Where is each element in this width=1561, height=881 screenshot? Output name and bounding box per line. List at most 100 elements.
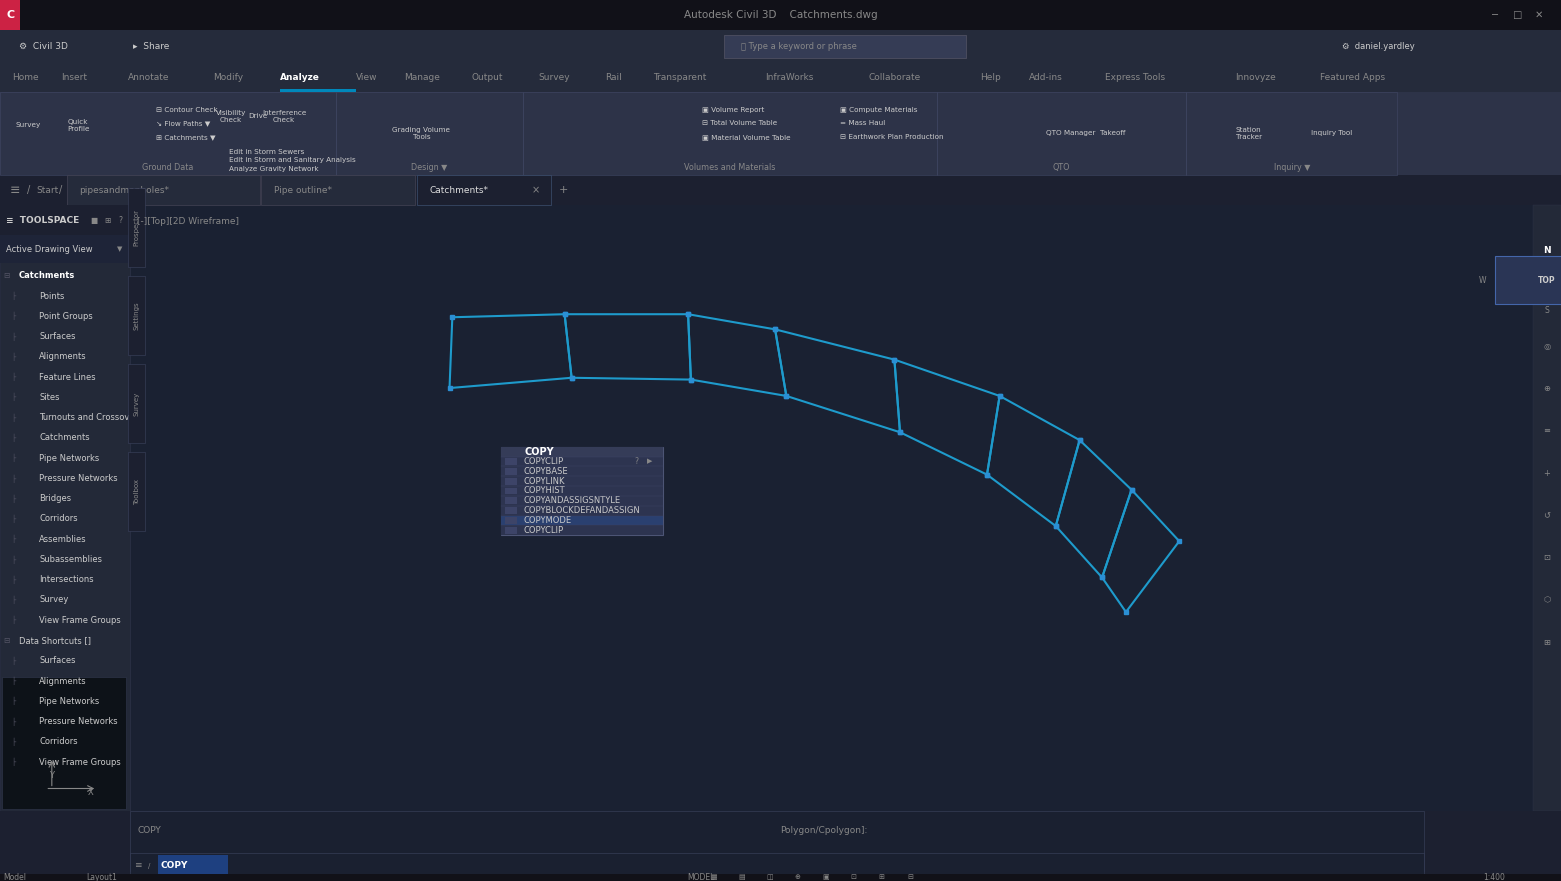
Text: COPYBLOCKDEFANDASSIGN: COPYBLOCKDEFANDASSIGN: [523, 506, 640, 515]
Text: N: N: [1544, 246, 1550, 255]
Text: ▣ Volume Report: ▣ Volume Report: [702, 107, 765, 113]
Text: COPYHIST: COPYHIST: [523, 486, 565, 495]
Text: Intersections: Intersections: [39, 575, 94, 584]
Text: ≡: ≡: [9, 184, 20, 196]
Text: Drive: Drive: [248, 114, 267, 119]
Text: Home: Home: [12, 73, 39, 82]
Bar: [128, 188, 145, 267]
Bar: [0, 30, 1561, 63]
Text: ├: ├: [11, 352, 16, 361]
Text: Grading Volume
Tools: Grading Volume Tools: [392, 127, 451, 140]
Bar: [501, 515, 663, 525]
Text: ▦: ▦: [710, 875, 716, 880]
Text: Inquiry Tool: Inquiry Tool: [1311, 130, 1352, 137]
Text: ◫: ◫: [766, 875, 773, 880]
Bar: [504, 527, 517, 534]
Bar: [279, 89, 356, 92]
Text: QTO Manager  Takeoff: QTO Manager Takeoff: [1046, 130, 1125, 137]
Bar: [130, 853, 1424, 878]
Text: Rail: Rail: [604, 73, 621, 82]
Text: 1:400: 1:400: [1483, 873, 1505, 881]
Text: Corridors: Corridors: [39, 515, 78, 523]
Text: Catchments: Catchments: [19, 271, 75, 280]
Text: ├: ├: [11, 373, 16, 381]
Text: ├: ├: [11, 656, 16, 665]
Text: ⊟: ⊟: [3, 636, 9, 645]
Text: ├: ├: [11, 433, 16, 442]
Text: Corridors: Corridors: [39, 737, 78, 746]
Text: ├: ├: [11, 413, 16, 422]
Text: Pressure Networks: Pressure Networks: [39, 717, 117, 726]
Text: ◎: ◎: [1544, 342, 1550, 351]
Text: Catchments: Catchments: [39, 433, 89, 442]
Text: ─: ─: [1489, 10, 1502, 20]
Text: ▸  Share: ▸ Share: [133, 42, 169, 51]
Text: Surfaces: Surfaces: [39, 332, 75, 341]
Text: Annotate: Annotate: [128, 73, 170, 82]
Bar: [1495, 255, 1561, 305]
Text: ├: ├: [11, 535, 16, 544]
Text: ├: ├: [11, 697, 16, 706]
Bar: [1533, 205, 1561, 811]
Text: Toolbox: Toolbox: [134, 478, 139, 505]
Text: ▼: ▼: [117, 247, 122, 252]
Text: ├: ├: [11, 596, 16, 604]
Text: ├: ├: [11, 515, 16, 523]
Bar: [1186, 92, 1397, 175]
Text: S: S: [1544, 306, 1550, 315]
Bar: [523, 92, 937, 175]
Text: ⊡: ⊡: [1544, 553, 1550, 562]
Text: Insert: Insert: [61, 73, 87, 82]
Text: ↺: ↺: [1544, 511, 1550, 520]
Bar: [937, 92, 1186, 175]
Text: Ground Data: Ground Data: [142, 163, 194, 172]
Text: Turnouts and Crossovers: Turnouts and Crossovers: [39, 413, 142, 422]
Text: Pipe Networks: Pipe Networks: [39, 454, 100, 463]
Text: Manage: Manage: [404, 73, 440, 82]
Text: Interference
Check: Interference Check: [262, 110, 306, 122]
Bar: [130, 811, 1424, 871]
Text: /: /: [148, 862, 151, 869]
Bar: [0, 0, 1561, 30]
Bar: [504, 458, 517, 465]
Text: ├: ├: [11, 616, 16, 625]
Text: ▣ Material Volume Table: ▣ Material Volume Table: [702, 134, 791, 140]
Text: QTO: QTO: [1052, 163, 1071, 172]
Text: Survey: Survey: [39, 596, 69, 604]
Bar: [501, 448, 663, 535]
Text: ├: ├: [11, 454, 16, 463]
Bar: [501, 456, 663, 466]
Bar: [0, 205, 130, 235]
Text: Prospector: Prospector: [134, 209, 139, 246]
Text: Layout1: Layout1: [86, 873, 117, 881]
Bar: [0, 205, 130, 811]
Text: Analyze Gravity Network: Analyze Gravity Network: [229, 166, 318, 172]
Text: View: View: [356, 73, 378, 82]
Text: Edit in Storm and Sanitary Analysis: Edit in Storm and Sanitary Analysis: [229, 157, 356, 163]
Bar: [130, 205, 1533, 811]
Bar: [158, 855, 228, 877]
Text: ├: ├: [11, 332, 16, 341]
Text: COPY: COPY: [524, 447, 554, 457]
Text: Surfaces: Surfaces: [39, 656, 75, 665]
Text: Output: Output: [471, 73, 503, 82]
Bar: [0, 63, 1561, 92]
Text: ⬡: ⬡: [1544, 596, 1550, 604]
Text: ▣ Compute Materials: ▣ Compute Materials: [840, 107, 918, 113]
Text: ├: ├: [11, 393, 16, 402]
Text: ✕: ✕: [1531, 10, 1547, 20]
Text: Polygon/Cpolygon]:: Polygon/Cpolygon]:: [780, 825, 868, 835]
Text: ≡: ≡: [134, 861, 142, 870]
Text: ?: ?: [635, 457, 638, 466]
Bar: [724, 35, 966, 58]
Text: ≡: ≡: [1544, 426, 1550, 435]
Bar: [0, 0, 20, 30]
Text: Survey: Survey: [134, 391, 139, 416]
Text: [-][Top][2D Wireframe]: [-][Top][2D Wireframe]: [137, 217, 239, 226]
Text: Alignments: Alignments: [39, 677, 87, 685]
Bar: [128, 276, 145, 355]
Bar: [504, 517, 517, 524]
Bar: [501, 448, 663, 456]
Text: ├: ├: [11, 737, 16, 746]
Bar: [417, 175, 551, 205]
